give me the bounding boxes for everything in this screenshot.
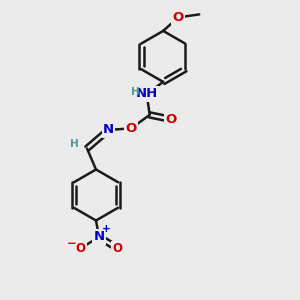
Text: O: O — [172, 11, 184, 24]
Text: H: H — [131, 87, 140, 98]
Text: −: − — [67, 236, 77, 250]
Text: +: + — [102, 224, 111, 234]
Text: N: N — [103, 123, 114, 136]
Text: N: N — [93, 230, 105, 244]
Text: O: O — [166, 113, 177, 126]
Text: NH: NH — [136, 87, 158, 101]
Text: H: H — [70, 139, 79, 149]
Text: O: O — [75, 242, 85, 255]
Text: O: O — [125, 122, 137, 135]
Text: O: O — [112, 242, 123, 255]
